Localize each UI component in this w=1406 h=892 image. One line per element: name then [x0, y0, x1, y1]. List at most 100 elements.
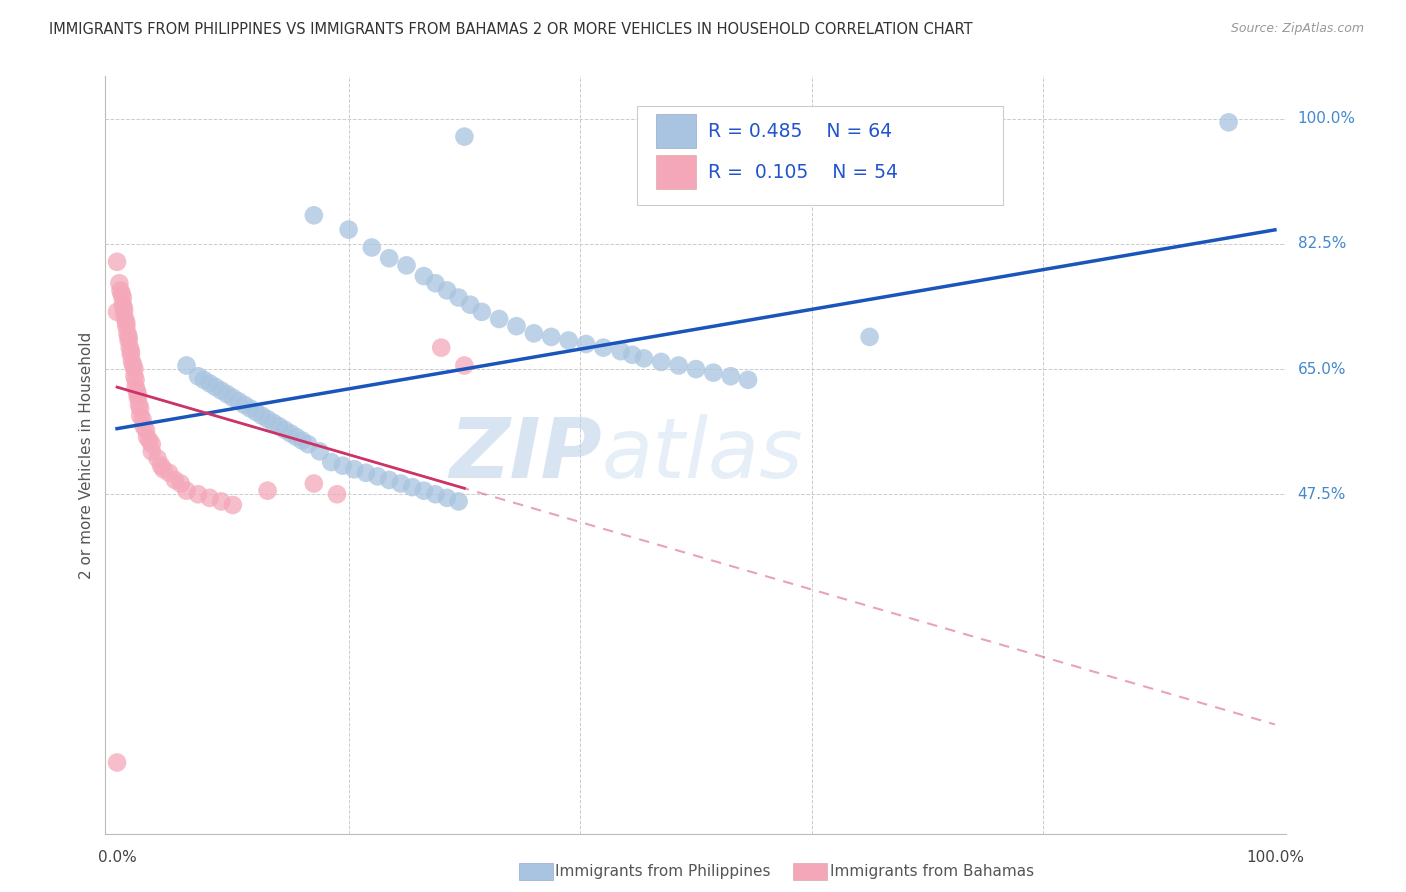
- Point: [105, 305, 128, 319]
- Text: R =  0.105    N = 54: R = 0.105 N = 54: [707, 162, 898, 182]
- Point: [176, 483, 198, 498]
- Point: [389, 476, 412, 491]
- Point: [354, 466, 377, 480]
- Point: [129, 401, 152, 416]
- Point: [111, 287, 134, 301]
- Text: Source: ZipAtlas.com: Source: ZipAtlas.com: [1230, 22, 1364, 36]
- Point: [124, 380, 146, 394]
- Text: 82.5%: 82.5%: [1298, 236, 1346, 252]
- Point: [222, 391, 245, 405]
- Point: [163, 473, 186, 487]
- Point: [117, 330, 139, 344]
- Point: [321, 455, 343, 469]
- Point: [129, 409, 152, 423]
- Point: [198, 376, 221, 391]
- Point: [308, 444, 330, 458]
- Point: [458, 298, 481, 312]
- Point: [121, 355, 143, 369]
- Point: [193, 373, 215, 387]
- Point: [262, 416, 284, 430]
- Point: [609, 344, 631, 359]
- Point: [118, 341, 141, 355]
- Point: [245, 405, 267, 419]
- Point: [105, 254, 128, 268]
- Point: [117, 326, 139, 341]
- Point: [115, 319, 138, 334]
- Point: [222, 498, 245, 512]
- Point: [124, 369, 146, 384]
- Point: [425, 487, 447, 501]
- Point: [575, 337, 598, 351]
- Text: Immigrants from Bahamas: Immigrants from Bahamas: [830, 864, 1033, 879]
- Text: atlas: atlas: [602, 415, 803, 495]
- Point: [111, 298, 134, 312]
- Point: [112, 305, 135, 319]
- Point: [436, 491, 458, 505]
- Text: 100.0%: 100.0%: [1298, 112, 1355, 127]
- Point: [378, 473, 401, 487]
- Text: IMMIGRANTS FROM PHILIPPINES VS IMMIGRANTS FROM BAHAMAS 2 OR MORE VEHICLES IN HOU: IMMIGRANTS FROM PHILIPPINES VS IMMIGRANT…: [49, 22, 973, 37]
- Y-axis label: 2 or more Vehicles in Household: 2 or more Vehicles in Household: [79, 331, 94, 579]
- Point: [291, 434, 314, 448]
- Point: [111, 291, 134, 305]
- Point: [141, 444, 163, 458]
- Point: [436, 284, 458, 298]
- Point: [401, 480, 423, 494]
- Point: [187, 487, 209, 501]
- Point: [337, 222, 360, 236]
- Point: [343, 462, 366, 476]
- Point: [157, 466, 180, 480]
- Point: [250, 409, 273, 423]
- Point: [650, 355, 672, 369]
- Point: [326, 487, 349, 501]
- Point: [127, 387, 149, 401]
- Point: [209, 384, 232, 398]
- Point: [256, 483, 278, 498]
- Point: [425, 277, 447, 291]
- Point: [114, 312, 136, 326]
- Point: [505, 319, 527, 334]
- Point: [523, 326, 546, 341]
- Point: [280, 426, 302, 441]
- Text: 65.0%: 65.0%: [1298, 361, 1346, 376]
- Point: [685, 362, 707, 376]
- Point: [198, 491, 221, 505]
- Point: [302, 208, 325, 222]
- Point: [471, 305, 494, 319]
- Point: [737, 373, 759, 387]
- Point: [668, 359, 690, 373]
- FancyBboxPatch shape: [655, 114, 696, 148]
- Point: [124, 373, 146, 387]
- Point: [430, 341, 453, 355]
- Point: [269, 419, 291, 434]
- Point: [146, 451, 169, 466]
- Point: [453, 129, 475, 144]
- Point: [117, 334, 139, 348]
- Point: [256, 412, 278, 426]
- Point: [720, 369, 742, 384]
- Point: [592, 341, 614, 355]
- Point: [132, 419, 155, 434]
- Point: [152, 462, 174, 476]
- Point: [170, 476, 193, 491]
- Point: [215, 387, 238, 401]
- Text: R = 0.485    N = 64: R = 0.485 N = 64: [707, 121, 891, 141]
- Point: [108, 277, 131, 291]
- Point: [488, 312, 510, 326]
- Point: [228, 394, 250, 409]
- Point: [395, 259, 418, 273]
- Point: [187, 369, 209, 384]
- Point: [122, 359, 145, 373]
- Point: [540, 330, 562, 344]
- Point: [124, 362, 146, 376]
- Point: [274, 423, 297, 437]
- Point: [285, 430, 308, 444]
- Point: [120, 344, 142, 359]
- Point: [360, 240, 382, 254]
- Point: [209, 494, 232, 508]
- Point: [233, 398, 256, 412]
- Point: [859, 330, 882, 344]
- Point: [239, 401, 262, 416]
- Point: [332, 458, 354, 473]
- Point: [453, 359, 475, 373]
